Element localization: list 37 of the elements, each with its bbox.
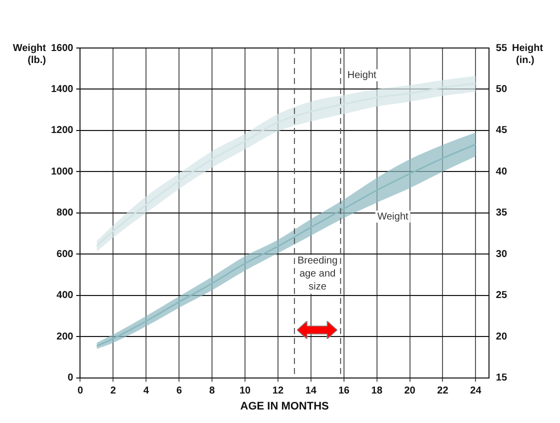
x-tick-label: 22 (437, 386, 449, 397)
x-tick-label: 16 (338, 386, 350, 397)
y2-tick-label: 30 (496, 248, 508, 260)
x-tick-label: 12 (272, 386, 284, 397)
x-tick-label: 20 (404, 386, 416, 397)
series-label: Weight (377, 211, 409, 222)
annotation: Breeding age and size (298, 256, 338, 293)
x-tick-label: 0 (77, 386, 84, 397)
y2-tick-label: 55 (496, 42, 508, 54)
y2-tick-label: 35 (496, 208, 508, 219)
y2-tick-label: 25 (496, 290, 508, 302)
series-label: Height (347, 70, 377, 81)
y-axis-title: Weight (lb.) (12, 42, 47, 66)
y-tick-label: 800 (56, 208, 74, 219)
y-tick-label: 1400 (50, 84, 74, 95)
x-tick-label: 4 (143, 386, 150, 397)
y-tick-label: 1000 (50, 166, 74, 178)
y-tick-label: 400 (56, 290, 74, 302)
y2-tick-label: 15 (496, 372, 508, 384)
y2-tick-label: 40 (496, 166, 508, 178)
x-tick-label: 8 (209, 386, 216, 397)
y-tick-label: 600 (56, 248, 74, 260)
x-tick-label: 18 (371, 386, 383, 397)
x-tick-label: 2 (110, 386, 116, 397)
y2-axis-title: Height (in.) (512, 42, 544, 66)
y2-tick-label: 45 (496, 125, 508, 136)
x-tick-label: 10 (239, 386, 252, 397)
y2-tick-label: 50 (496, 84, 508, 95)
y-tick-label: 200 (56, 331, 74, 342)
x-tick-label: 14 (305, 386, 317, 397)
y-tick-label: 0 (68, 372, 74, 384)
y-tick-label: 1600 (50, 42, 74, 54)
x-tick-label: 24 (470, 386, 482, 397)
x-tick-label: 6 (176, 386, 182, 397)
x-axis-title: AGE IN MONTHS (240, 400, 329, 412)
y-tick-label: 1200 (50, 125, 74, 136)
y2-tick-label: 20 (496, 331, 508, 342)
